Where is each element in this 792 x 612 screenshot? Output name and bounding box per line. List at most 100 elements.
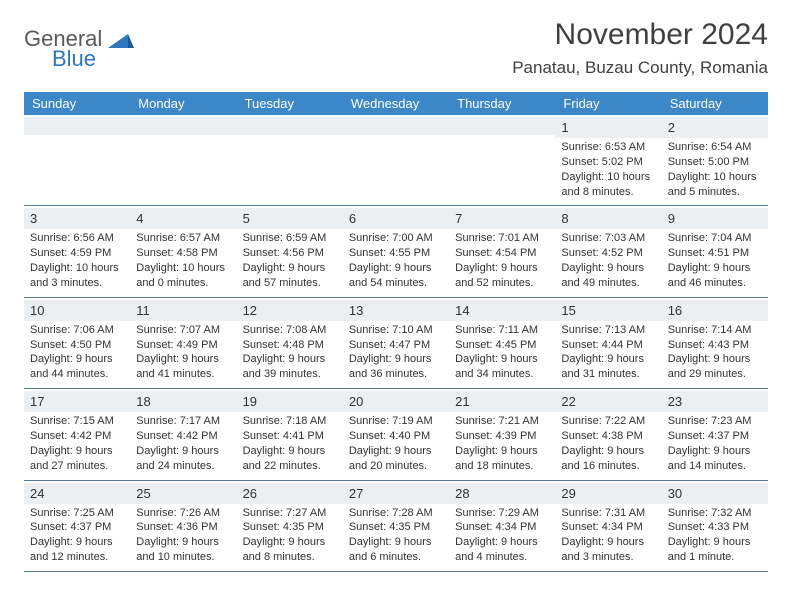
- day-cell: 17Sunrise: 7:15 AMSunset: 4:42 PMDayligh…: [24, 389, 130, 479]
- day-number: 8: [561, 211, 568, 226]
- day-info: Sunrise: 7:21 AMSunset: 4:39 PMDaylight:…: [455, 414, 549, 473]
- day-number: 30: [668, 486, 682, 501]
- day-head: 15: [555, 300, 661, 321]
- day-number: 14: [455, 303, 469, 318]
- sunrise-text: Sunrise: 7:29 AM: [455, 506, 549, 521]
- day-number: 29: [561, 486, 575, 501]
- day-head: 2: [662, 117, 768, 138]
- day-head: 18: [130, 391, 236, 412]
- week-row: 17Sunrise: 7:15 AMSunset: 4:42 PMDayligh…: [24, 389, 768, 480]
- day-head: 7: [449, 208, 555, 229]
- day-cell: 9Sunrise: 7:04 AMSunset: 4:51 PMDaylight…: [662, 206, 768, 296]
- header: General Blue November 2024 Panatau, Buza…: [24, 18, 768, 78]
- daylight-text: Daylight: 9 hours and 22 minutes.: [243, 444, 337, 474]
- sunrise-text: Sunrise: 7:06 AM: [30, 323, 124, 338]
- day-head: 16: [662, 300, 768, 321]
- day-info: Sunrise: 6:53 AMSunset: 5:02 PMDaylight:…: [561, 140, 655, 199]
- day-cell: 1 Sunrise: 6:53 AMSunset: 5:02 PMDaylight…: [555, 115, 661, 205]
- day-info: Sunrise: 7:32 AMSunset: 4:33 PMDaylight:…: [668, 506, 762, 565]
- day-cell: 28Sunrise: 7:29 AMSunset: 4:34 PMDayligh…: [449, 481, 555, 571]
- weekday-label: Thursday: [449, 92, 555, 115]
- sunset-text: Sunset: 4:52 PM: [561, 246, 655, 261]
- day-number: 26: [243, 486, 257, 501]
- day-cell: 20Sunrise: 7:19 AMSunset: 4:40 PMDayligh…: [343, 389, 449, 479]
- sunrise-text: Sunrise: 7:10 AM: [349, 323, 443, 338]
- weekday-label: Wednesday: [343, 92, 449, 115]
- empty-day-head: [449, 117, 555, 135]
- weekday-label: Friday: [555, 92, 661, 115]
- day-head: 17: [24, 391, 130, 412]
- day-cell: 14 Sunrise: 7:11 AMSunset: 4:45 PMDayligh…: [449, 298, 555, 388]
- day-info: Sunrise: 7:19 AMSunset: 4:40 PMDaylight:…: [349, 414, 443, 473]
- day-number: 22: [561, 394, 575, 409]
- sunset-text: Sunset: 4:42 PM: [136, 429, 230, 444]
- sunset-text: Sunset: 4:35 PM: [349, 520, 443, 535]
- sunset-text: Sunset: 4:35 PM: [243, 520, 337, 535]
- day-info: Sunrise: 7:10 AMSunset: 4:47 PMDaylight:…: [349, 323, 443, 382]
- day-cell: 15Sunrise: 7:13 AMSunset: 4:44 PMDayligh…: [555, 298, 661, 388]
- sunset-text: Sunset: 4:45 PM: [455, 338, 549, 353]
- daylight-text: Daylight: 9 hours and 52 minutes.: [455, 261, 549, 291]
- empty-day-head: [24, 117, 130, 135]
- sunset-text: Sunset: 5:02 PM: [561, 155, 655, 170]
- day-number: 1: [561, 120, 568, 135]
- brand-logo: General Blue: [24, 18, 134, 70]
- day-cell: [343, 115, 449, 205]
- sunrise-text: Sunrise: 7:22 AM: [561, 414, 655, 429]
- daylight-text: Daylight: 9 hours and 36 minutes.: [349, 352, 443, 382]
- daylight-text: Daylight: 9 hours and 4 minutes.: [455, 535, 549, 565]
- daylight-text: Daylight: 9 hours and 29 minutes.: [668, 352, 762, 382]
- day-info: Sunrise: 7:27 AMSunset: 4:35 PMDaylight:…: [243, 506, 337, 565]
- week-row: 1 Sunrise: 6:53 AMSunset: 5:02 PMDaylight…: [24, 115, 768, 206]
- daylight-text: Daylight: 9 hours and 18 minutes.: [455, 444, 549, 474]
- day-info: Sunrise: 7:17 AMSunset: 4:42 PMDaylight:…: [136, 414, 230, 473]
- day-info: Sunrise: 7:11 AMSunset: 4:45 PMDaylight:…: [455, 323, 549, 382]
- daylight-text: Daylight: 9 hours and 12 minutes.: [30, 535, 124, 565]
- day-cell: 29 Sunrise: 7:31 AMSunset: 4:34 PMDayligh…: [555, 481, 661, 571]
- day-info: Sunrise: 6:56 AMSunset: 4:59 PMDaylight:…: [30, 231, 124, 290]
- day-cell: 4Sunrise: 6:57 AMSunset: 4:58 PMDaylight…: [130, 206, 236, 296]
- day-head: 5: [237, 208, 343, 229]
- weeks-container: 1 Sunrise: 6:53 AMSunset: 5:02 PMDaylight…: [24, 115, 768, 572]
- day-head: 30: [662, 483, 768, 504]
- day-head: 11: [130, 300, 236, 321]
- day-cell: [24, 115, 130, 205]
- day-head: 26: [237, 483, 343, 504]
- sunrise-text: Sunrise: 7:08 AM: [243, 323, 337, 338]
- day-info: Sunrise: 7:31 AMSunset: 4:34 PMDaylight:…: [561, 506, 655, 565]
- sunrise-text: Sunrise: 6:54 AM: [668, 140, 762, 155]
- daylight-text: Daylight: 9 hours and 24 minutes.: [136, 444, 230, 474]
- day-head: 28: [449, 483, 555, 504]
- daylight-text: Daylight: 9 hours and 39 minutes.: [243, 352, 337, 382]
- day-cell: [449, 115, 555, 205]
- daylight-text: Daylight: 10 hours and 0 minutes.: [136, 261, 230, 291]
- day-cell: 7Sunrise: 7:01 AMSunset: 4:54 PMDaylight…: [449, 206, 555, 296]
- sunset-text: Sunset: 4:48 PM: [243, 338, 337, 353]
- day-info: Sunrise: 7:13 AMSunset: 4:44 PMDaylight:…: [561, 323, 655, 382]
- sunrise-text: Sunrise: 7:01 AM: [455, 231, 549, 246]
- day-cell: 5Sunrise: 6:59 AMSunset: 4:56 PMDaylight…: [237, 206, 343, 296]
- daylight-text: Daylight: 9 hours and 46 minutes.: [668, 261, 762, 291]
- day-head: 29: [555, 483, 661, 504]
- day-number: 5: [243, 211, 250, 226]
- daylight-text: Daylight: 10 hours and 3 minutes.: [30, 261, 124, 291]
- day-head: 27: [343, 483, 449, 504]
- day-number: 10: [30, 303, 44, 318]
- sunrise-text: Sunrise: 7:17 AM: [136, 414, 230, 429]
- sunrise-text: Sunrise: 7:28 AM: [349, 506, 443, 521]
- empty-day-head: [237, 117, 343, 135]
- day-info: Sunrise: 7:07 AMSunset: 4:49 PMDaylight:…: [136, 323, 230, 382]
- day-head: 1: [555, 117, 661, 138]
- day-cell: 16Sunrise: 7:14 AMSunset: 4:43 PMDayligh…: [662, 298, 768, 388]
- day-number: 9: [668, 211, 675, 226]
- day-cell: 11Sunrise: 7:07 AMSunset: 4:49 PMDayligh…: [130, 298, 236, 388]
- daylight-text: Daylight: 9 hours and 16 minutes.: [561, 444, 655, 474]
- day-cell: 24Sunrise: 7:25 AMSunset: 4:37 PMDayligh…: [24, 481, 130, 571]
- sunrise-text: Sunrise: 7:26 AM: [136, 506, 230, 521]
- daylight-text: Daylight: 9 hours and 3 minutes.: [561, 535, 655, 565]
- day-head: 19: [237, 391, 343, 412]
- day-number: 2: [668, 120, 675, 135]
- week-row: 3Sunrise: 6:56 AMSunset: 4:59 PMDaylight…: [24, 206, 768, 297]
- sunset-text: Sunset: 4:37 PM: [30, 520, 124, 535]
- sunset-text: Sunset: 5:00 PM: [668, 155, 762, 170]
